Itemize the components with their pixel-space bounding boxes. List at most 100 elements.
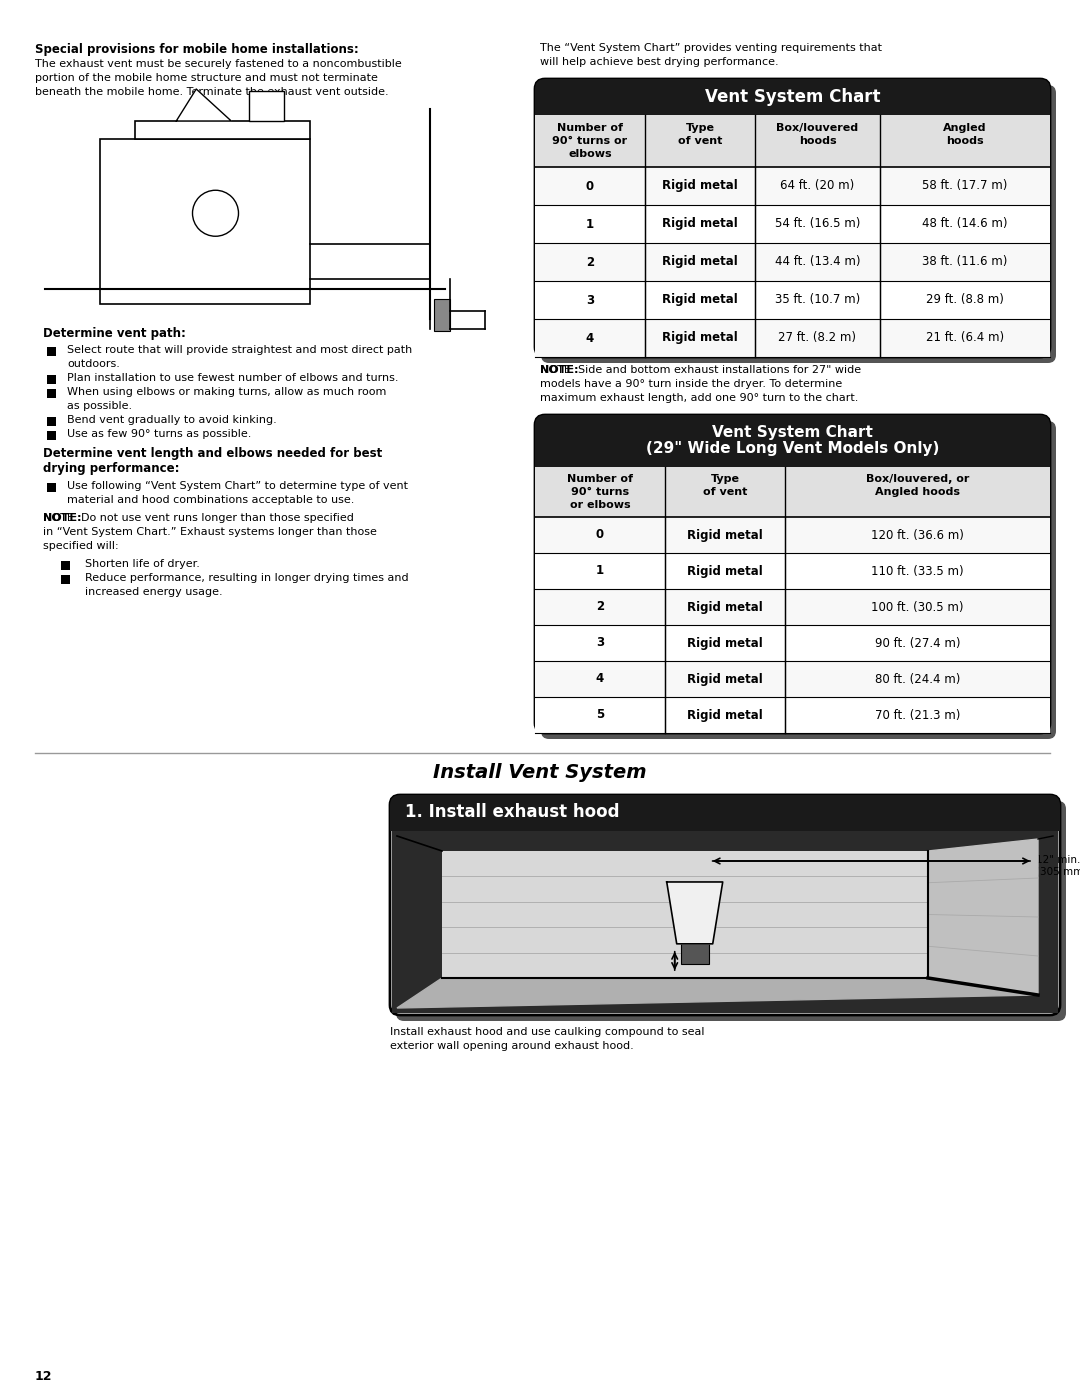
Text: 48 ft. (14.6 m): 48 ft. (14.6 m) [922, 218, 1008, 231]
Text: NOTE: Do not use vent runs longer than those specified: NOTE: Do not use vent runs longer than t… [43, 513, 354, 522]
Bar [535, 697, 1050, 733]
Text: 70 ft. (21.3 m): 70 ft. (21.3 m) [875, 708, 960, 721]
Text: 80 ft. (24.4 m): 80 ft. (24.4 m) [875, 672, 960, 686]
Text: Rigid metal: Rigid metal [662, 179, 738, 193]
Text: increased energy usage.: increased energy usage. [85, 587, 222, 597]
Text: 12: 12 [35, 1370, 53, 1383]
Text: Type: Type [686, 123, 715, 133]
Bar [48, 388, 56, 398]
Bar [48, 346, 56, 356]
Text: Install exhaust hood and use caulking compound to seal: Install exhaust hood and use caulking co… [390, 1027, 704, 1037]
Text: Rigid metal: Rigid metal [662, 293, 738, 306]
Text: 54 ft. (16.5 m): 54 ft. (16.5 m) [774, 218, 860, 231]
Text: drying performance:: drying performance: [43, 462, 179, 475]
Bar [535, 96, 1050, 117]
Text: elbows: elbows [568, 149, 611, 159]
Text: 120 ft. (36.6 m): 120 ft. (36.6 m) [872, 528, 964, 542]
Bar [535, 441, 1050, 469]
Bar [535, 590, 1050, 624]
Text: Rigid metal: Rigid metal [687, 601, 762, 613]
Text: 3: 3 [586, 293, 594, 306]
Text: 100 ft. (30.5 m): 100 ft. (30.5 m) [872, 601, 963, 613]
Text: hoods: hoods [799, 136, 836, 147]
Text: NOTE:: NOTE: [540, 365, 579, 374]
Text: outdoors.: outdoors. [67, 359, 120, 369]
Text: 4: 4 [596, 672, 604, 686]
Text: When using elbows or making turns, allow as much room: When using elbows or making turns, allow… [67, 387, 387, 397]
Text: 38 ft. (11.6 m): 38 ft. (11.6 m) [922, 256, 1008, 268]
Text: material and hood combinations acceptable to use.: material and hood combinations acceptabl… [67, 495, 354, 504]
Text: 2: 2 [596, 601, 604, 613]
Text: NOTE: Side and bottom exhaust installations for 27" wide: NOTE: Side and bottom exhaust installati… [540, 365, 861, 374]
Bar [535, 243, 1050, 281]
Bar [48, 416, 56, 426]
Bar [535, 205, 1050, 243]
Text: Shorten life of dryer.: Shorten life of dryer. [85, 559, 200, 569]
Text: (29" Wide Long Vent Models Only): (29" Wide Long Vent Models Only) [646, 441, 940, 455]
Polygon shape [666, 882, 723, 944]
Text: specified will:: specified will: [43, 541, 119, 550]
Text: Rigid metal: Rigid metal [687, 672, 762, 686]
Text: Determine vent path:: Determine vent path: [43, 327, 186, 339]
Bar [442, 851, 928, 978]
FancyBboxPatch shape [535, 415, 1050, 733]
Bar [535, 661, 1050, 697]
Text: of vent: of vent [678, 136, 723, 147]
Text: Vent System Chart: Vent System Chart [705, 88, 880, 106]
Text: 21 ft. (6.4 m): 21 ft. (6.4 m) [926, 331, 1004, 345]
Text: 27 ft. (8.2 m): 27 ft. (8.2 m) [779, 331, 856, 345]
Text: as possible.: as possible. [67, 401, 132, 411]
Bar [248, 91, 284, 122]
Text: Determine vent length and elbows needed for best: Determine vent length and elbows needed … [43, 447, 382, 460]
Text: 2: 2 [586, 256, 594, 268]
Text: 1. Install exhaust hood: 1. Install exhaust hood [405, 803, 620, 821]
Text: 29 ft. (8.8 m): 29 ft. (8.8 m) [926, 293, 1004, 306]
Text: 1: 1 [596, 564, 604, 577]
FancyBboxPatch shape [535, 80, 1050, 115]
Bar [48, 374, 56, 384]
Bar [100, 138, 310, 305]
Text: Select route that will provide straightest and most direct path: Select route that will provide straighte… [67, 345, 413, 355]
Polygon shape [397, 978, 1038, 1009]
Text: Rigid metal: Rigid metal [687, 637, 762, 650]
FancyBboxPatch shape [541, 420, 1056, 739]
Bar [48, 483, 56, 492]
Bar [392, 831, 1058, 1013]
Bar [535, 467, 1050, 517]
Text: hoods: hoods [946, 136, 984, 147]
FancyBboxPatch shape [535, 415, 1050, 467]
Text: 5: 5 [596, 708, 604, 721]
FancyBboxPatch shape [390, 795, 1059, 828]
Text: Rigid metal: Rigid metal [662, 256, 738, 268]
Text: Rigid metal: Rigid metal [687, 528, 762, 542]
Text: 64 ft. (20 m): 64 ft. (20 m) [781, 179, 854, 193]
FancyBboxPatch shape [396, 800, 1066, 1021]
Bar [535, 281, 1050, 319]
Bar [535, 553, 1050, 590]
Text: Install Vent System: Install Vent System [433, 763, 647, 782]
Bar [48, 432, 56, 440]
Text: Bend vent gradually to avoid kinking.: Bend vent gradually to avoid kinking. [67, 415, 276, 425]
Text: Box/louvered, or: Box/louvered, or [866, 474, 969, 483]
Text: 90° turns or: 90° turns or [553, 136, 627, 147]
Bar [60, 576, 70, 584]
Text: Use as few 90° turns as possible.: Use as few 90° turns as possible. [67, 429, 252, 439]
Text: Vent System Chart: Vent System Chart [712, 425, 873, 440]
Text: NOTE:: NOTE: [43, 513, 81, 522]
Text: Number of: Number of [567, 474, 633, 483]
Text: Use following “Vent System Chart” to determine type of vent: Use following “Vent System Chart” to det… [67, 481, 408, 490]
Text: 0: 0 [586, 179, 594, 193]
Text: maximum exhaust length, add one 90° turn to the chart.: maximum exhaust length, add one 90° turn… [540, 393, 859, 402]
Circle shape [192, 190, 239, 236]
Text: 12" min.
(305 mm): 12" min. (305 mm) [679, 943, 731, 965]
Text: 3: 3 [596, 637, 604, 650]
Text: in “Vent System Chart.” Exhaust systems longer than those: in “Vent System Chart.” Exhaust systems … [43, 527, 377, 536]
Text: Number of: Number of [557, 123, 623, 133]
Text: Rigid metal: Rigid metal [687, 564, 762, 577]
Text: 0: 0 [596, 528, 604, 542]
Text: Rigid metal: Rigid metal [662, 331, 738, 345]
Text: Rigid metal: Rigid metal [662, 218, 738, 231]
Polygon shape [928, 840, 1038, 995]
Text: Type: Type [711, 474, 740, 483]
Text: exterior wall opening around exhaust hood.: exterior wall opening around exhaust hoo… [390, 1041, 634, 1051]
